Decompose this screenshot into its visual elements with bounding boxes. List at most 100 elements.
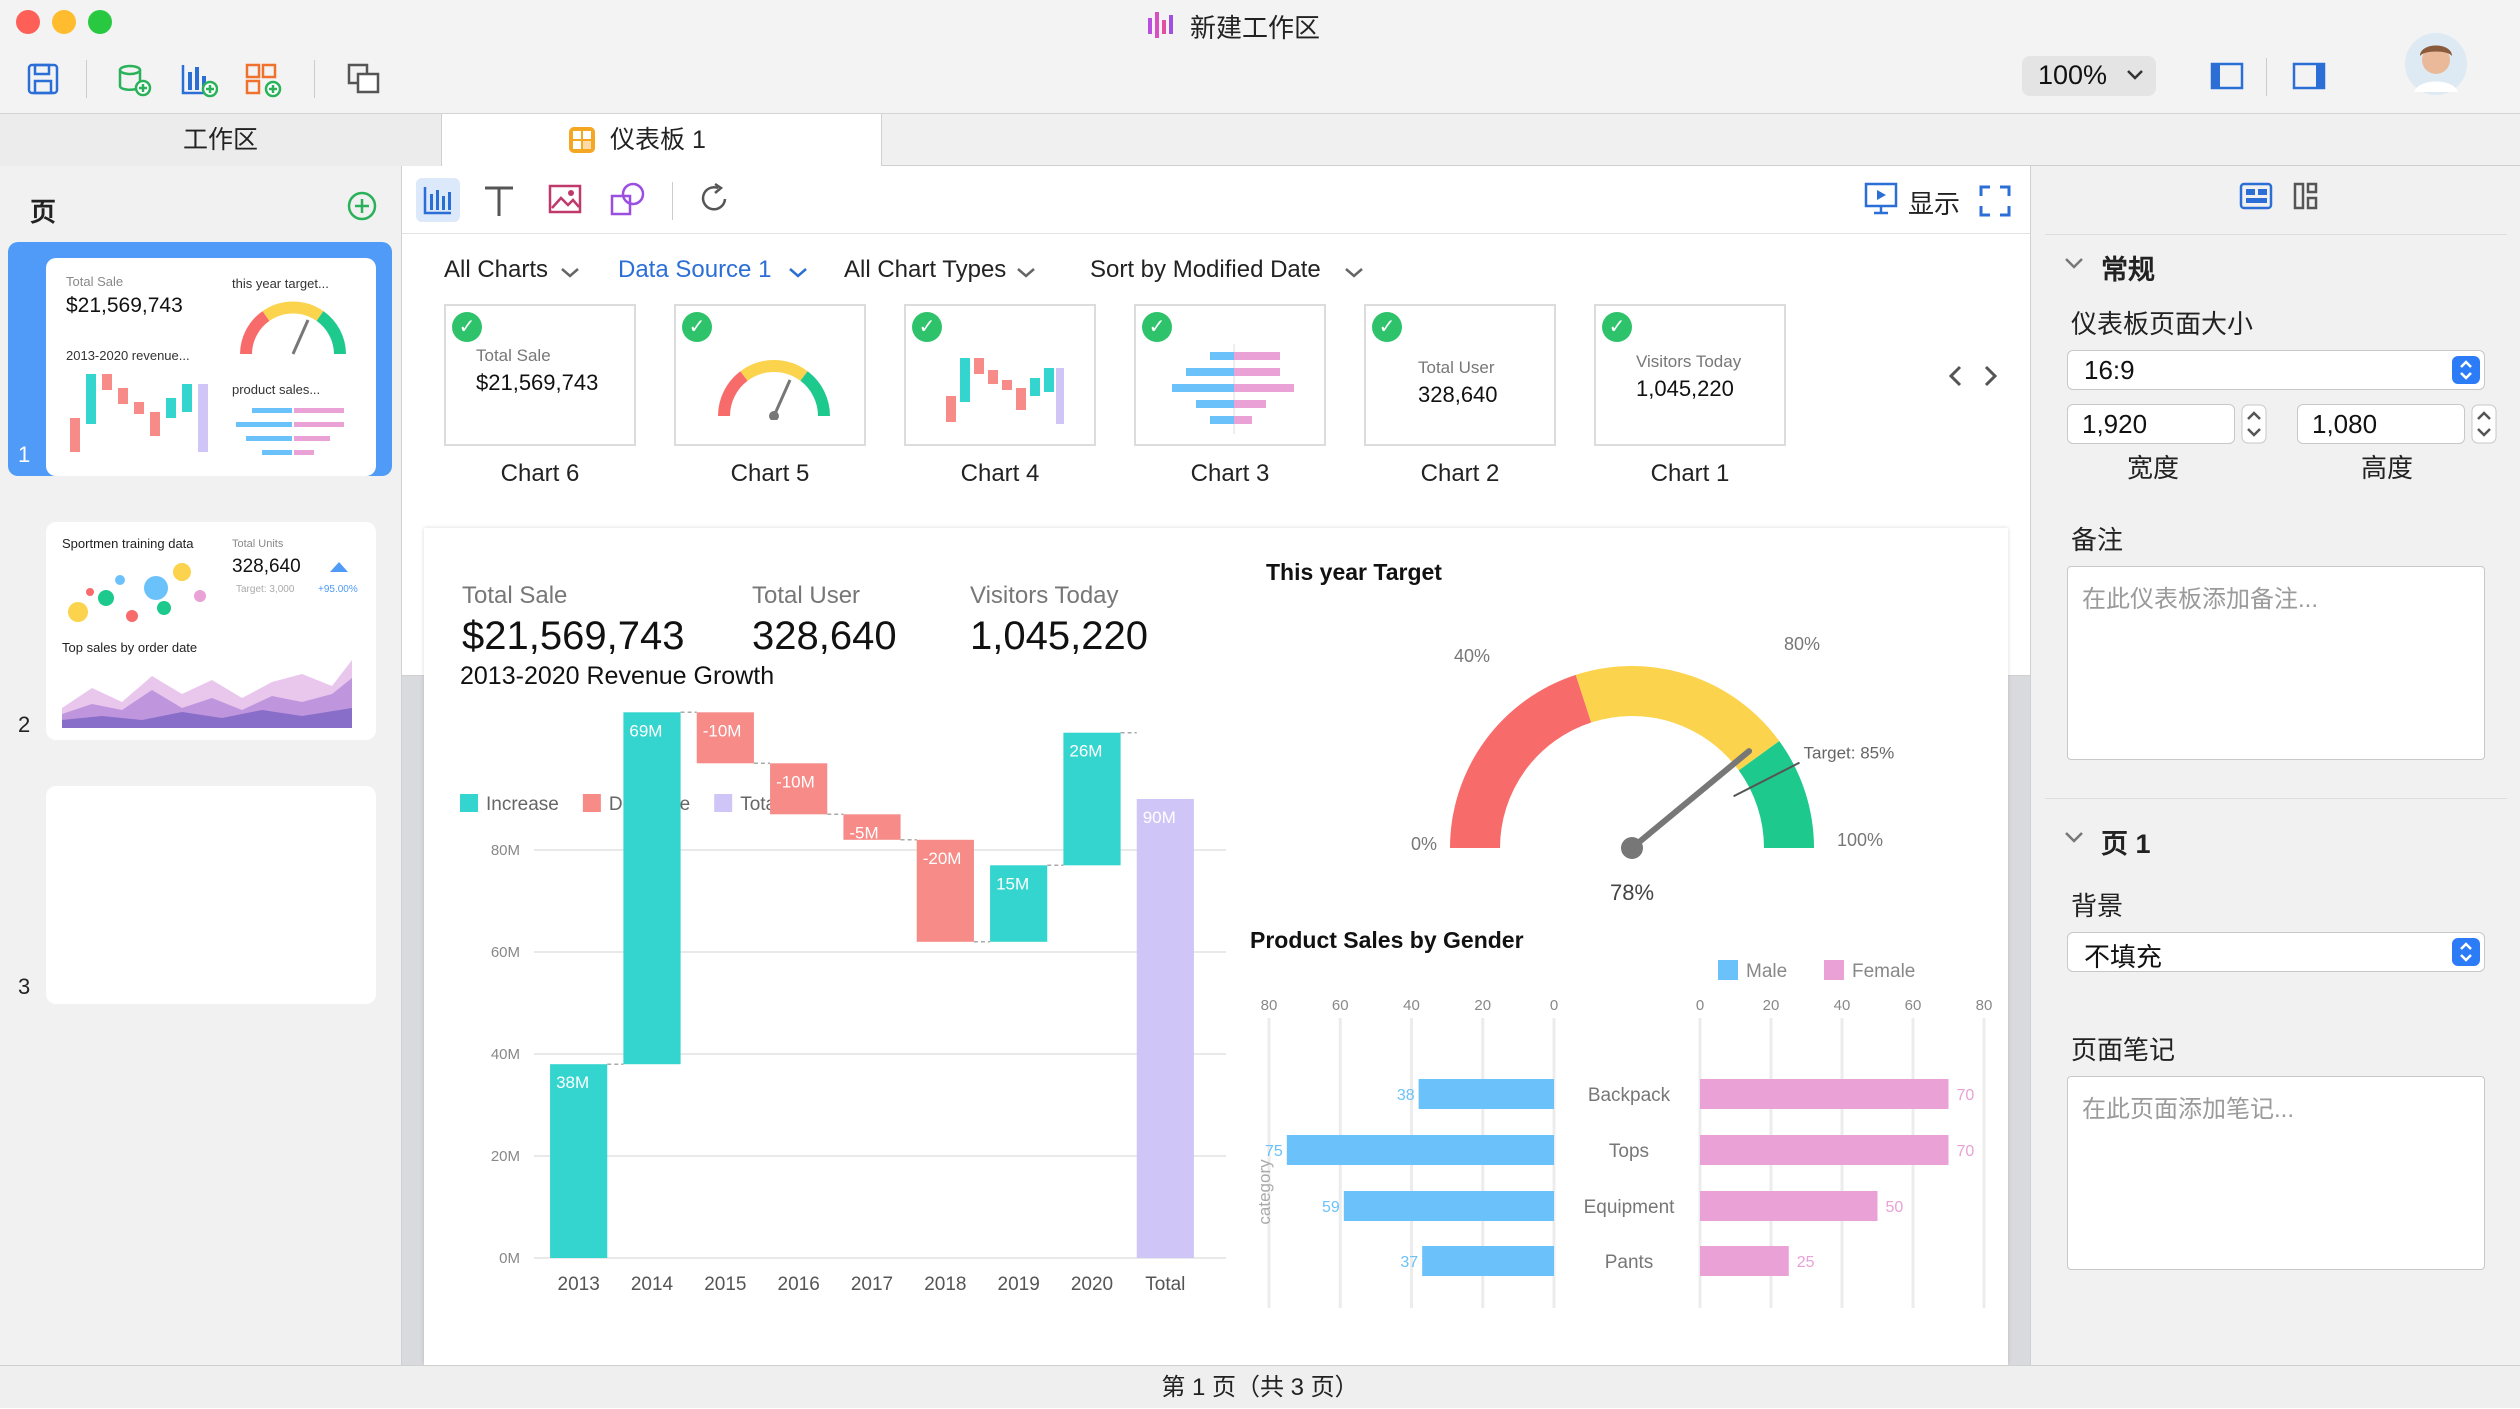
page-notes-label: 页面笔记: [2071, 1035, 2176, 1065]
window-title: 新建工作区: [1190, 13, 1321, 43]
waterfall-data-label: 15M: [996, 874, 1029, 893]
close-window-button[interactable]: [16, 10, 40, 34]
gauge-target-marker: [1733, 761, 1800, 798]
thumb-butterfly: [1172, 344, 1294, 434]
sort-select[interactable]: Sort by Modified Date: [1090, 256, 1321, 284]
waterfall-bar: [696, 712, 754, 764]
preview-product-label: product sales...: [232, 382, 321, 397]
x-tick-label: 80: [1976, 997, 1993, 1014]
check-icon: ✓: [452, 312, 482, 342]
chart-thumbnail-label: Chart 1: [1650, 460, 1730, 487]
add-page-icon[interactable]: [346, 190, 378, 222]
page-number: 2: [18, 712, 31, 737]
insert-shape-icon[interactable]: [610, 182, 646, 218]
chart-thumbnail-3[interactable]: ✓: [1134, 304, 1326, 446]
next-arrow-icon[interactable]: [1980, 364, 2000, 388]
waterfall-bar: [550, 1064, 608, 1258]
page-thumbnail-1[interactable]: 1 Total Sale $21,569,743 this year targe…: [8, 242, 392, 476]
chart-thumbnail-label: Chart 2: [1420, 460, 1500, 487]
layout-tab-icon[interactable]: [2293, 182, 2325, 212]
preview-title: Sportmen training data: [62, 536, 194, 551]
y-tick-label: 20M: [491, 1148, 520, 1165]
bar-value-label: 75: [1265, 1143, 1283, 1160]
add-data-source-icon[interactable]: [116, 62, 152, 98]
present-icon: [1864, 182, 1898, 215]
add-dashboard-icon[interactable]: [244, 62, 282, 98]
add-chart-icon[interactable]: [180, 62, 218, 98]
avatar[interactable]: [2404, 32, 2468, 96]
chart-thumbnail-4[interactable]: ✓: [904, 304, 1096, 446]
page-size-select[interactable]: 16:9: [2067, 350, 2485, 390]
chart-thumbnail-6[interactable]: ✓ Total Sale $21,569,743: [444, 304, 636, 446]
height-stepper-icon[interactable]: [2471, 404, 2497, 444]
chevron-down-icon[interactable]: [2063, 256, 2085, 272]
chart-thumbnail-1[interactable]: ✓ Visitors Today 1,045,220: [1594, 304, 1786, 446]
chart-thumbnail-5[interactable]: ✓: [674, 304, 866, 446]
waterfall-bar: [1136, 799, 1194, 1258]
toolbar-divider: [314, 60, 315, 98]
x-tick-label: 60: [1332, 997, 1349, 1014]
title-bar: 新建工作区 100%: [0, 0, 2520, 114]
height-input[interactable]: 1,080: [2297, 404, 2465, 444]
preview-units-label: Total Units: [232, 538, 284, 550]
chart-thumbnail-label: Chart 6: [500, 460, 580, 487]
filter-all-charts-label: All Charts: [444, 256, 549, 283]
thumb-kpi-label: Total User: [1418, 358, 1495, 377]
filter-all-charts[interactable]: All Charts: [444, 256, 548, 284]
minimize-window-button[interactable]: [52, 10, 76, 34]
dashboard-settings-tab-icon[interactable]: [2239, 182, 2275, 212]
insert-text-icon[interactable]: [482, 184, 516, 218]
preview-chart-label: 2013-2020 revenue...: [66, 348, 190, 363]
gauge-target-label: Target: 85%: [1804, 744, 1895, 763]
legend-swatch: [1824, 960, 1844, 980]
x-tick-label: 2018: [924, 1274, 966, 1295]
save-icon[interactable]: [26, 62, 60, 96]
insert-image-icon[interactable]: [548, 184, 584, 216]
insert-chart-button[interactable]: [416, 178, 460, 222]
zoom-select[interactable]: 100%: [2022, 56, 2156, 96]
bar-male: [1286, 1135, 1554, 1165]
preview-kpi-value: $21,569,743: [66, 294, 183, 317]
toggle-right-panel-icon[interactable]: [2292, 62, 2328, 92]
zoom-value: 100%: [2038, 60, 2108, 90]
tab-dashboard-1[interactable]: 仪表板 1: [442, 114, 882, 166]
kpi-total-user-value: 328,640: [752, 614, 897, 658]
page-size-label: 仪表板页面大小: [2071, 309, 2254, 339]
bar-value-label: 70: [1957, 1143, 1975, 1160]
present-label: 显示: [1908, 189, 1961, 219]
waterfall-data-label: -10M: [776, 772, 815, 791]
page-thumbnail-3[interactable]: [46, 786, 376, 1004]
legend-label: Female: [1852, 961, 1915, 982]
bar-value-label: 38: [1397, 1087, 1415, 1104]
preview-waterfall: [70, 374, 208, 452]
toggle-left-panel-icon[interactable]: [2210, 62, 2246, 92]
tab-workspace[interactable]: 工作区: [0, 114, 442, 166]
duplicate-icon[interactable]: [346, 62, 382, 96]
gauge-needle: [1629, 748, 1753, 851]
width-stepper-icon[interactable]: [2241, 404, 2267, 444]
dashboard-canvas[interactable]: Total Sale $21,569,743 Total User 328,64…: [424, 528, 2008, 1365]
background-select[interactable]: 不填充: [2067, 932, 2485, 972]
page-count-status: 第 1 页（共 3 页）: [1161, 1374, 1359, 1401]
fullscreen-icon[interactable]: [1978, 184, 2012, 218]
legend-label: Increase: [486, 794, 559, 815]
x-tick-label: 2014: [631, 1274, 674, 1295]
gauge-band: [1738, 741, 1814, 849]
page-notes-textarea[interactable]: 在此页面添加笔记...: [2067, 1076, 2485, 1270]
chart-thumbnail-2[interactable]: ✓ Total User 328,640: [1364, 304, 1556, 446]
page-thumbnail-2[interactable]: Sportmen training data Total Units 328,6…: [46, 522, 376, 740]
width-label: 宽度: [2127, 453, 2180, 483]
preview-target-text: Target: 3,000: [236, 584, 295, 595]
filter-data-source[interactable]: Data Source 1: [618, 256, 771, 284]
dashboard-notes-textarea[interactable]: 在此仪表板添加备注...: [2067, 566, 2485, 760]
waterfall-bar: [916, 839, 974, 942]
previous-arrow-icon[interactable]: [1946, 364, 1966, 388]
inspector-panel: 常规 仪表板页面大小 16:9 1,920 1,080 宽度 高度 备注 在此仪…: [2030, 166, 2520, 1365]
waterfall-title: 2013-2020 Revenue Growth: [460, 662, 774, 690]
width-input[interactable]: 1,920: [2067, 404, 2235, 444]
filter-chart-types[interactable]: All Chart Types: [844, 256, 1006, 284]
preview-gauge: [240, 301, 346, 355]
chevron-down-icon[interactable]: [2063, 830, 2085, 846]
zoom-window-button[interactable]: [88, 10, 112, 34]
refresh-icon[interactable]: [698, 182, 732, 216]
